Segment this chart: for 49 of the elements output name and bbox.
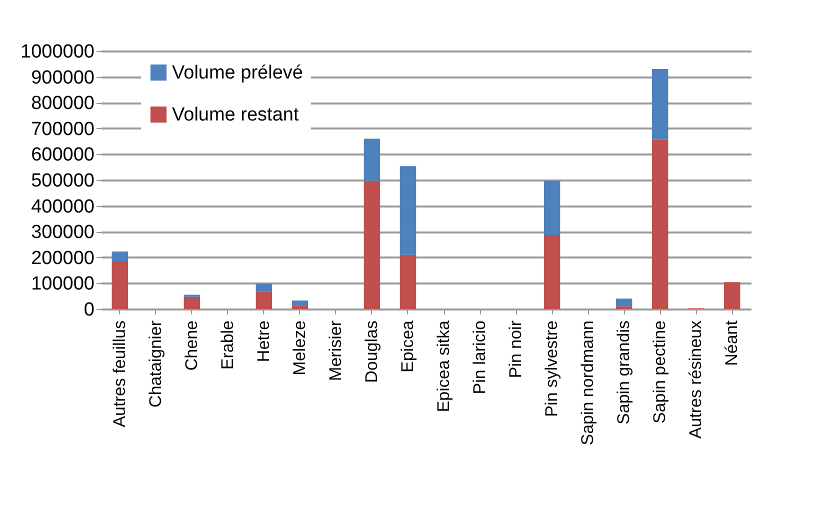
bar: [364, 180, 380, 309]
x-tick-label: Chene: [182, 320, 201, 371]
x-tick-label: Hetre: [254, 320, 273, 362]
x-tick-label: Erable: [218, 320, 237, 370]
y-tick-label: 700000: [31, 118, 94, 140]
x-tick-label: Meleze: [290, 320, 309, 376]
x-tick-label: Autres résineux: [686, 320, 706, 439]
y-tick-label: 400000: [31, 196, 94, 218]
x-tick-label: Merisier: [326, 320, 345, 381]
bar: [112, 251, 128, 262]
x-tick-label: Douglas: [362, 320, 381, 383]
x-tick-label: Sapin grandis: [614, 320, 634, 424]
y-tick-label: 300000: [31, 222, 94, 244]
bar: [256, 283, 272, 292]
y-tick-label: 600000: [31, 144, 94, 166]
bar: [292, 305, 308, 309]
x-tick-label: Pin noir: [506, 320, 526, 378]
bar: [652, 140, 668, 309]
bar: [400, 254, 416, 309]
y-tick-label: 500000: [31, 170, 94, 192]
y-tick-label: 900000: [31, 67, 94, 88]
y-tick-label: 200000: [31, 248, 94, 269]
bar: [616, 306, 632, 309]
bar: [112, 261, 128, 309]
legend-label: Volume restant: [172, 104, 300, 126]
bar: [652, 69, 668, 140]
x-tick-label: Epicea: [398, 320, 417, 372]
y-tick-label: 0: [84, 300, 94, 320]
bar: [184, 296, 200, 309]
bar: [400, 166, 416, 255]
y-tick-label: 100000: [31, 274, 94, 295]
x-tick-label: Chataignier: [146, 320, 165, 408]
bar: [724, 282, 740, 309]
bar: [256, 291, 272, 309]
x-tick-label: Epicea sitka: [434, 320, 454, 412]
x-tick-label: Néant: [722, 320, 742, 366]
y-tick-label: 1000000: [20, 42, 94, 62]
legend-label: Volume prélevé: [172, 62, 303, 84]
bar: [544, 234, 560, 309]
y-tick-label: 800000: [31, 93, 94, 114]
x-tick-label: Autres feuillus: [110, 320, 129, 428]
x-tick-label: Pin sylvestre: [542, 320, 562, 417]
bar: [616, 298, 632, 306]
bar: [364, 138, 380, 181]
bar: [292, 300, 308, 306]
x-tick-label: Sapin pectine: [650, 320, 670, 424]
bar: [544, 180, 560, 235]
x-tick-label: Pin laricio: [470, 320, 490, 394]
x-tick-label: Sapin nordmann: [578, 320, 598, 446]
